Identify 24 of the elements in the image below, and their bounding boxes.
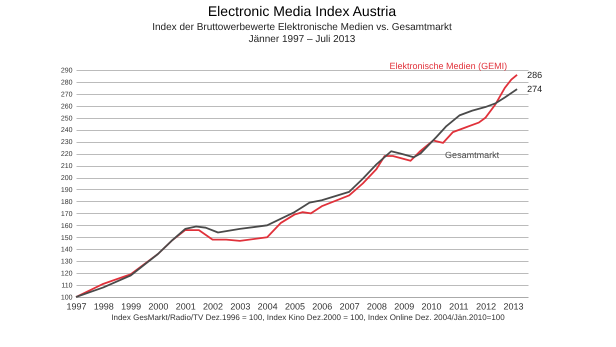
chart-title: Electronic Media Index Austria	[208, 2, 396, 19]
x-tick-label: 2011	[449, 302, 469, 312]
series-label: Elektronische Medien (GEMI)	[390, 60, 508, 71]
x-tick-label: 2009	[394, 302, 414, 312]
x-tick-label: 1999	[121, 302, 142, 312]
text: Index GesMarkt/Radio/TV Dez.1996 = 100, Index Kino Dez.2000 = 100, Index Online Dez. 2004/Jän.2010=100	[110, 313, 506, 322]
x-tick-label: 2002	[203, 302, 224, 312]
x-tick-label: 2007	[340, 302, 360, 312]
x-tick-label: 2012	[476, 302, 496, 312]
data-label: 274	[527, 84, 542, 94]
x-tick-label: 1998	[94, 302, 114, 312]
x-tick-label: 2008	[366, 302, 387, 312]
x-tick-label: 2010	[422, 302, 442, 312]
x-tick-label: 2004	[258, 302, 278, 312]
x-tick-label: 2006	[312, 302, 332, 312]
chart-subtitle: Index der Bruttowerbewerte Elektronische Medien vs. Gesamtmarkt Jänner 1997 – Juli 2013	[152, 22, 452, 45]
x-tick-label: 2003	[230, 302, 250, 312]
x-tick-label: 2000	[148, 302, 168, 312]
series-label: Gesamtmarkt	[445, 150, 500, 160]
x-tick-label: 2013	[503, 302, 524, 312]
x-tick-label: 2005	[284, 302, 306, 312]
x-tick-label: 2001	[176, 302, 196, 312]
x-tick-label: 1997	[66, 302, 87, 312]
data-label: 286	[527, 70, 542, 80]
